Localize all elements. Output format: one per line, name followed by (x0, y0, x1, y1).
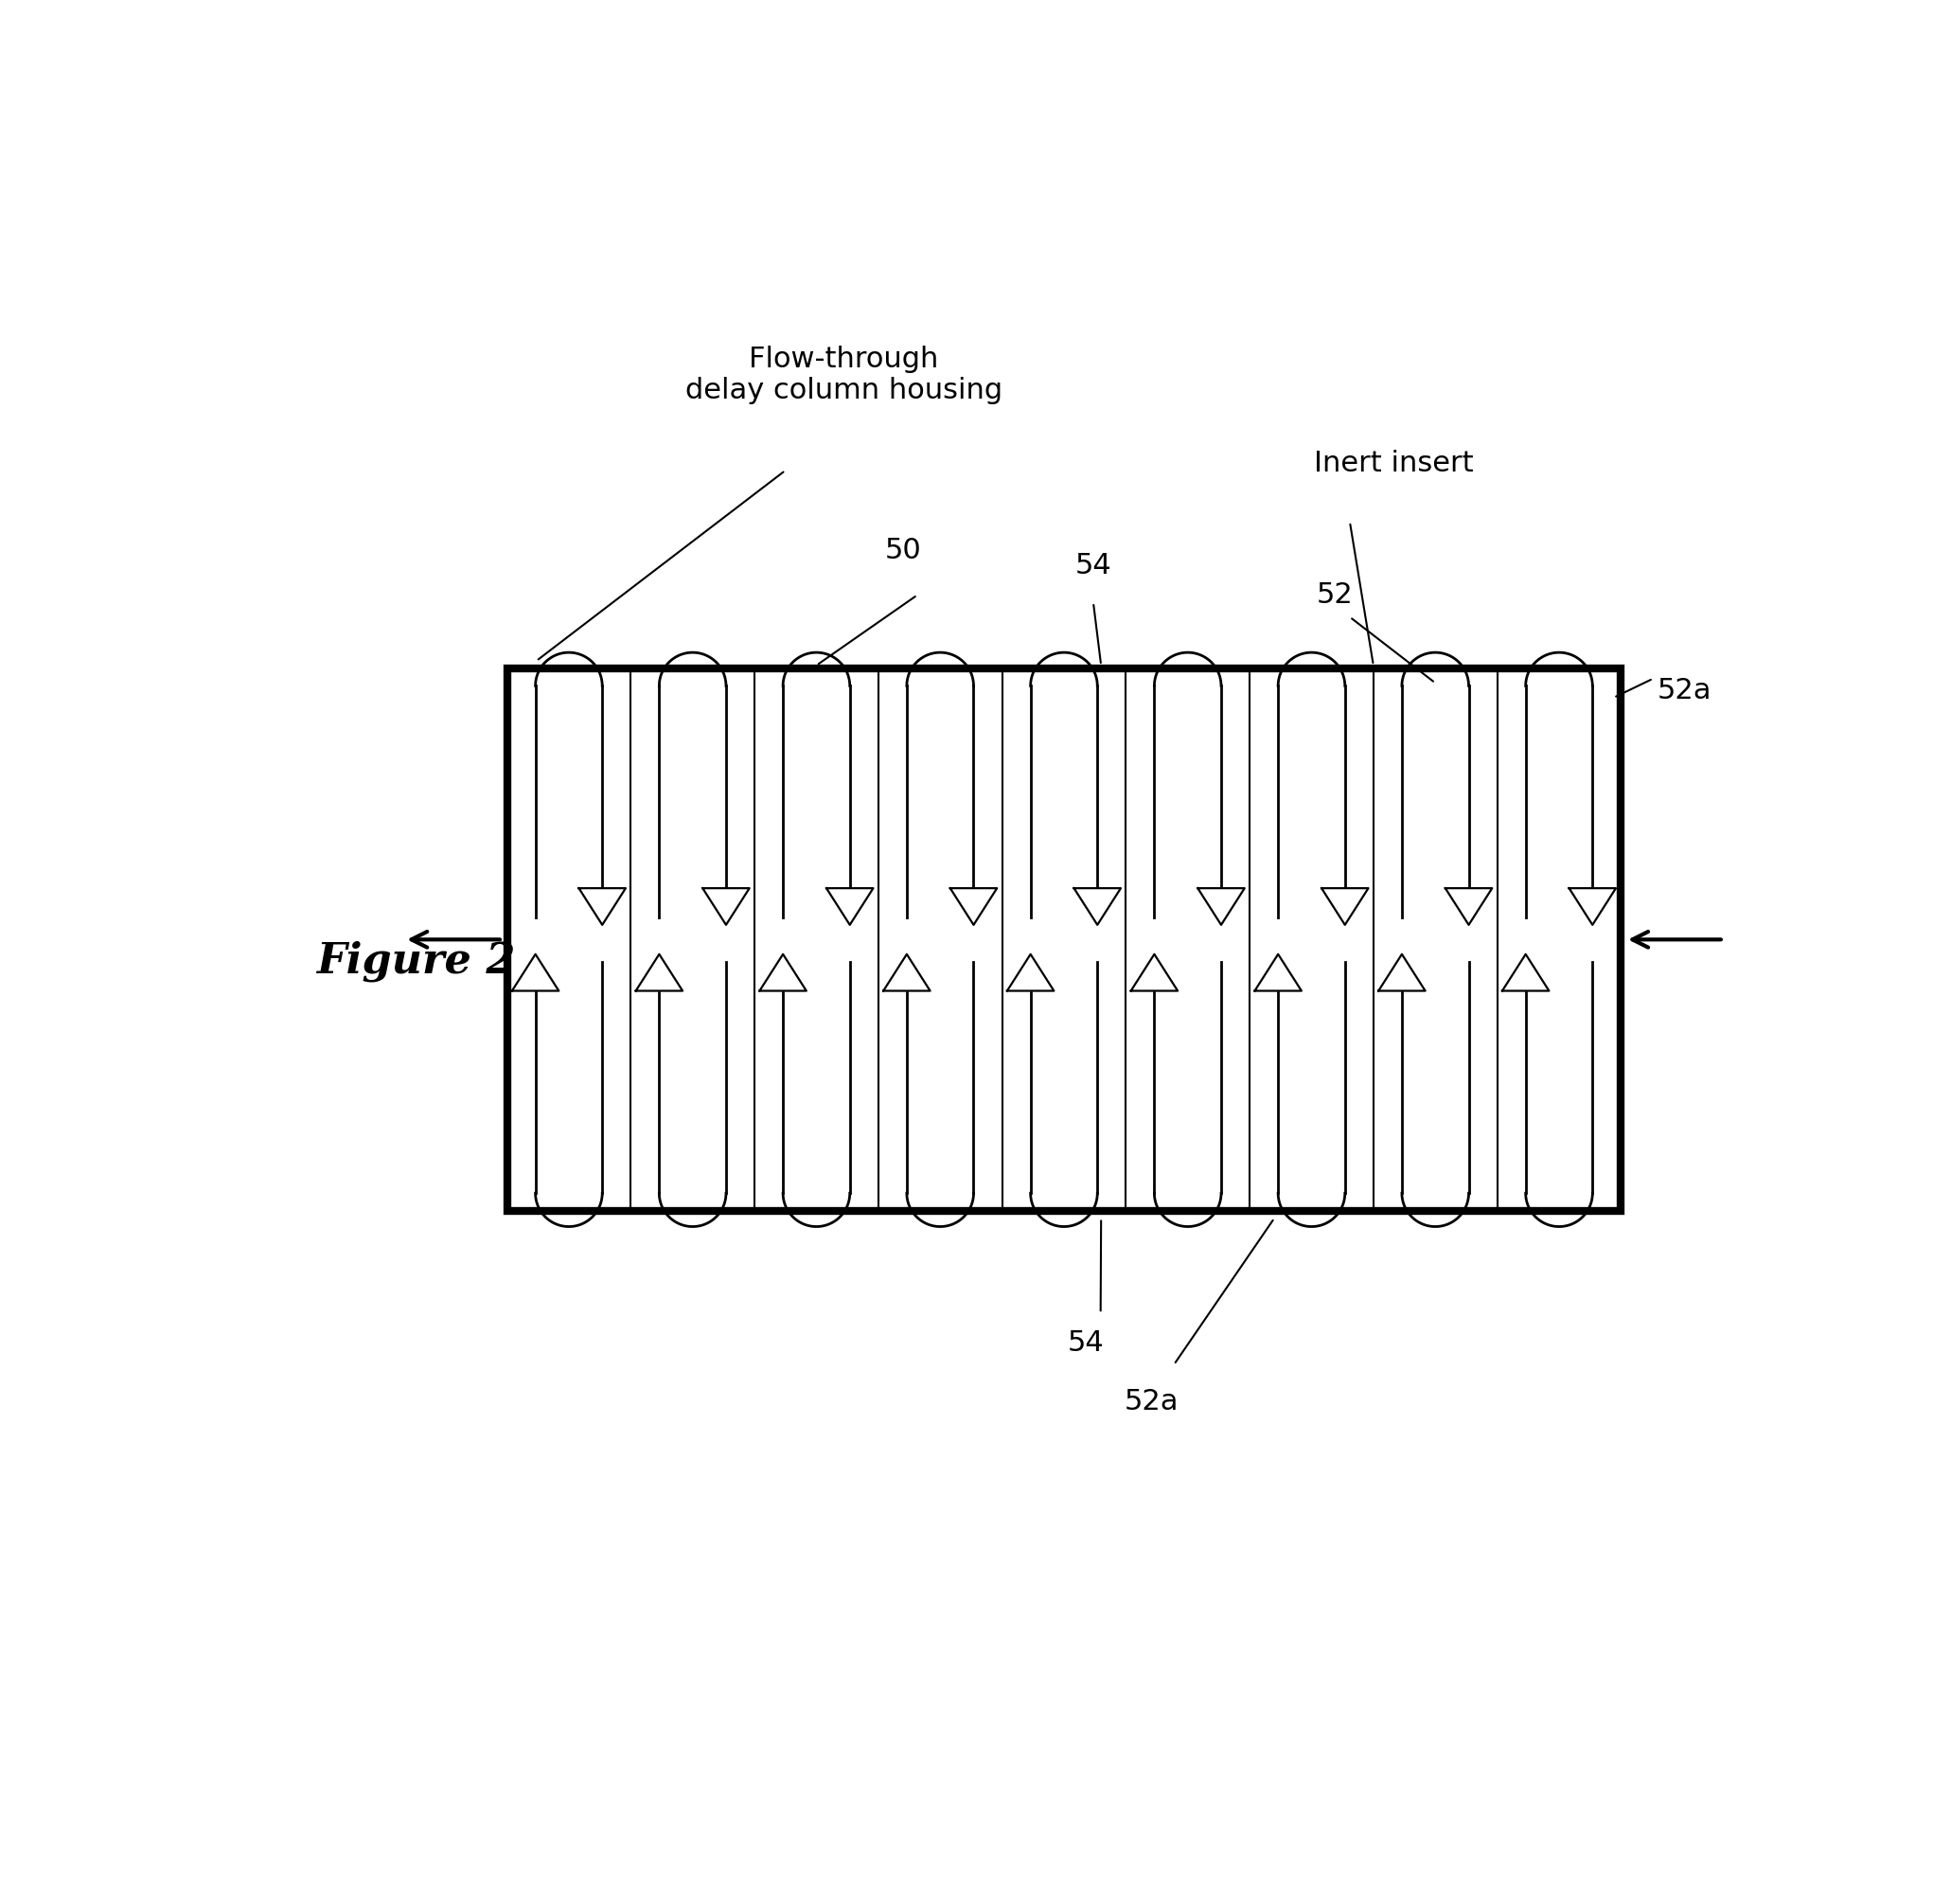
Polygon shape (1502, 954, 1548, 990)
Polygon shape (1131, 954, 1177, 990)
Text: 52a: 52a (1659, 676, 1713, 704)
Text: Flow-through
delay column housing: Flow-through delay column housing (686, 345, 1003, 406)
Polygon shape (1198, 887, 1245, 925)
Polygon shape (1378, 954, 1425, 990)
Text: 52a: 52a (1125, 1388, 1179, 1415)
Text: 54: 54 (1075, 552, 1111, 579)
Polygon shape (1255, 954, 1301, 990)
Text: 50: 50 (885, 537, 920, 565)
Polygon shape (578, 887, 626, 925)
Polygon shape (636, 954, 682, 990)
Polygon shape (1570, 887, 1616, 925)
Polygon shape (951, 887, 997, 925)
Text: 52: 52 (1316, 581, 1353, 609)
Polygon shape (1075, 887, 1121, 925)
Polygon shape (512, 954, 559, 990)
Polygon shape (760, 954, 806, 990)
Polygon shape (827, 887, 874, 925)
Text: Inert insert: Inert insert (1314, 449, 1473, 476)
Polygon shape (1322, 887, 1369, 925)
Polygon shape (1446, 887, 1492, 925)
Polygon shape (702, 887, 750, 925)
Polygon shape (883, 954, 930, 990)
Text: Figure 2: Figure 2 (317, 941, 516, 982)
Text: 54: 54 (1067, 1329, 1104, 1356)
Polygon shape (1007, 954, 1053, 990)
Bar (506, 668, 1622, 1211)
